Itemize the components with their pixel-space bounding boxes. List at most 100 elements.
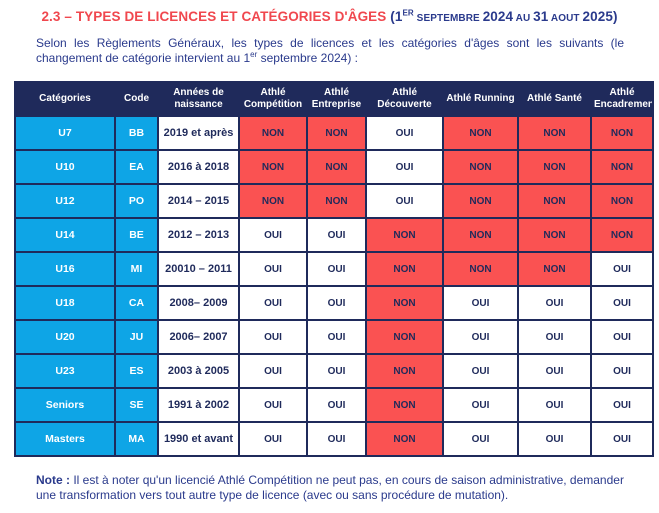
license-cell: NON [365, 285, 444, 321]
license-cell: OUI [306, 251, 367, 287]
license-cell: OUI [590, 251, 654, 287]
license-cell: NON [442, 183, 519, 219]
years-cell: 2008– 2009 [157, 285, 240, 321]
table-header-row: Catégories Code Années de naissance Athl… [14, 81, 654, 117]
license-cell: OUI [306, 421, 367, 457]
table-row: U23 ES 2003 à 2005 OUI OUI NON OUI OUI O… [14, 353, 654, 389]
license-cell: OUI [238, 319, 308, 355]
table-row: Masters MA 1990 et avant OUI OUI NON OUI… [14, 421, 654, 457]
license-cell: OUI [590, 353, 654, 389]
code-cell: MA [114, 421, 159, 457]
license-cell: OUI [238, 217, 308, 253]
license-cell: NON [517, 217, 592, 253]
column-header-running: Athlé Running [442, 81, 519, 117]
years-cell: 2014 – 2015 [157, 183, 240, 219]
license-cell: NON [590, 149, 654, 185]
license-cell: OUI [442, 285, 519, 321]
license-cell: NON [365, 353, 444, 389]
title-section-text: 2.3 – TYPES DE LICENCES ET CATÉGORIES D'… [41, 9, 391, 24]
code-cell: CA [114, 285, 159, 321]
intro-paragraph: Selon les Règlements Généraux, les types… [36, 36, 624, 65]
license-cell: OUI [442, 319, 519, 355]
years-cell: 1991 à 2002 [157, 387, 240, 423]
license-cell: OUI [517, 387, 592, 423]
license-cell: OUI [306, 353, 367, 389]
license-cell: OUI [238, 387, 308, 423]
code-cell: BB [114, 115, 159, 151]
license-cell: OUI [306, 387, 367, 423]
column-header-encadrement: Athlé Encadrement [590, 81, 654, 117]
license-cell: OUI [365, 149, 444, 185]
column-header-decouverte: Athlé Découverte [365, 81, 444, 117]
licenses-table: Catégories Code Années de naissance Athl… [14, 81, 654, 457]
years-cell: 2016 à 2018 [157, 149, 240, 185]
years-cell: 2003 à 2005 [157, 353, 240, 389]
years-cell: 2012 – 2013 [157, 217, 240, 253]
note-label: Note : [36, 473, 70, 487]
license-cell: NON [517, 183, 592, 219]
note-text: Il est à noter qu'un licencié Athlé Comp… [36, 473, 624, 502]
license-cell: OUI [238, 251, 308, 287]
table-row: U20 JU 2006– 2007 OUI OUI NON OUI OUI OU… [14, 319, 654, 355]
license-cell: NON [306, 149, 367, 185]
table-row: U10 EA 2016 à 2018 NON NON OUI NON NON N… [14, 149, 654, 185]
code-cell: PO [114, 183, 159, 219]
years-cell: 1990 et avant [157, 421, 240, 457]
note-paragraph: Note : Il est à noter qu'un licencié Ath… [36, 473, 628, 503]
category-cell: U16 [14, 251, 116, 287]
column-header-sante: Athlé Santé [517, 81, 592, 117]
years-cell: 20010 – 2011 [157, 251, 240, 287]
category-cell: Seniors [14, 387, 116, 423]
code-cell: ES [114, 353, 159, 389]
license-cell: NON [238, 183, 308, 219]
license-cell: OUI [442, 421, 519, 457]
license-cell: NON [442, 115, 519, 151]
license-cell: NON [517, 251, 592, 287]
license-cell: NON [365, 421, 444, 457]
license-cell: OUI [238, 421, 308, 457]
code-cell: MI [114, 251, 159, 287]
license-cell: OUI [306, 319, 367, 355]
license-cell: OUI [517, 353, 592, 389]
table-row: U14 BE 2012 – 2013 OUI OUI NON NON NON N… [14, 217, 654, 253]
license-cell: NON [365, 319, 444, 355]
category-cell: U20 [14, 319, 116, 355]
category-cell: Masters [14, 421, 116, 457]
license-cell: OUI [590, 285, 654, 321]
license-cell: NON [442, 251, 519, 287]
code-cell: EA [114, 149, 159, 185]
license-cell: OUI [238, 353, 308, 389]
license-cell: OUI [306, 217, 367, 253]
license-cell: NON [442, 149, 519, 185]
table-row: Seniors SE 1991 à 2002 OUI OUI NON OUI O… [14, 387, 654, 423]
license-cell: NON [306, 115, 367, 151]
column-header-entreprise: Athlé Entreprise [306, 81, 367, 117]
license-cell: NON [590, 115, 654, 151]
license-cell: OUI [517, 319, 592, 355]
page-title: 2.3 – TYPES DE LICENCES ET CATÉGORIES D'… [0, 0, 659, 24]
license-cell: NON [238, 149, 308, 185]
license-cell: OUI [365, 115, 444, 151]
column-header-competition: Athlé Compétition [238, 81, 308, 117]
category-cell: U18 [14, 285, 116, 321]
license-cell: NON [590, 217, 654, 253]
years-cell: 2006– 2007 [157, 319, 240, 355]
license-cell: OUI [590, 421, 654, 457]
code-cell: BE [114, 217, 159, 253]
license-cell: OUI [517, 421, 592, 457]
license-cell: OUI [590, 319, 654, 355]
license-cell: NON [306, 183, 367, 219]
license-cell: OUI [365, 183, 444, 219]
license-cell: NON [517, 149, 592, 185]
column-header-categories: Catégories [14, 81, 116, 117]
title-date-range: (1ER SEPTEMBRE 2024 AU 31 AOUT 2025) [390, 8, 618, 24]
category-cell: U23 [14, 353, 116, 389]
license-cell: NON [442, 217, 519, 253]
column-header-code: Code [114, 81, 159, 117]
code-cell: SE [114, 387, 159, 423]
license-cell: NON [365, 251, 444, 287]
table-row: U18 CA 2008– 2009 OUI OUI NON OUI OUI OU… [14, 285, 654, 321]
years-cell: 2019 et après [157, 115, 240, 151]
table-row: U16 MI 20010 – 2011 OUI OUI NON NON NON … [14, 251, 654, 287]
